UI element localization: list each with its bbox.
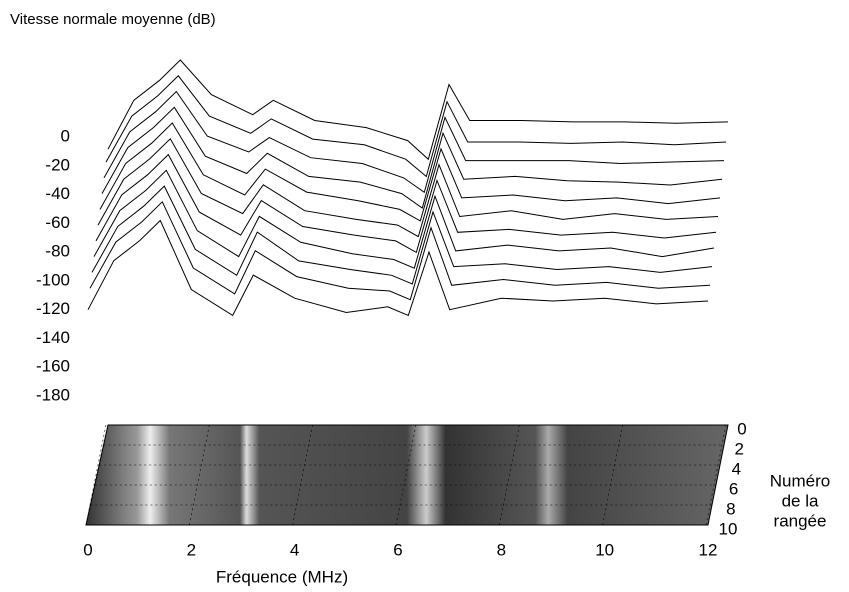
x-axis-label: Fréquence (MHz) [216, 567, 348, 586]
heatmap-plane [85, 424, 729, 526]
row-tick-label: 0 [737, 419, 746, 438]
z-tick-label: -120 [36, 299, 70, 318]
grid-line [189, 424, 210, 526]
x-tick-label: 12 [699, 540, 718, 559]
series-line [107, 59, 729, 161]
z-tick-label: -20 [45, 155, 70, 174]
z-tick-label: -40 [45, 184, 70, 203]
row-tick-label: 10 [719, 519, 738, 538]
chart-title: Vitesse normale moyenne (dB) [10, 11, 216, 28]
grid-line [705, 424, 727, 526]
series-line [87, 219, 709, 317]
series-line [105, 75, 727, 178]
row-tick-label: 6 [729, 479, 738, 498]
z-tick-label: -100 [36, 270, 70, 289]
row-axis-label: de la [782, 491, 819, 510]
x-tick-label: 8 [497, 540, 506, 559]
row-tick-label: 8 [726, 499, 735, 518]
grid-line [395, 424, 417, 526]
z-tick-label: 0 [61, 126, 70, 145]
z-tick-label: -80 [45, 242, 70, 261]
series-line [97, 137, 719, 238]
x-tick-label: 6 [393, 540, 402, 559]
grid-line [602, 424, 623, 526]
grid-line [292, 424, 313, 526]
series-line [95, 153, 717, 254]
row-tick-label: 4 [732, 459, 741, 478]
z-tick-label: -160 [36, 357, 70, 376]
z-tick-label: -180 [36, 385, 70, 404]
series-line [101, 106, 723, 209]
x-tick-label: 4 [290, 540, 299, 559]
series-line [99, 122, 721, 222]
x-tick-label: 0 [83, 540, 92, 559]
z-tick-label: -60 [45, 213, 70, 232]
series-line [91, 185, 713, 285]
series-line [93, 169, 715, 269]
row-tick-label: 2 [734, 439, 743, 458]
curves [87, 59, 729, 317]
x-tick-label: 10 [595, 540, 614, 559]
row-axis-label: rangée [774, 511, 827, 530]
grid-line [499, 424, 520, 526]
grid-line [85, 424, 107, 526]
series-line [103, 90, 725, 194]
z-tick-label: -140 [36, 328, 70, 347]
row-axis-label: Numéro [770, 471, 830, 490]
x-tick-label: 2 [187, 540, 196, 559]
series-line [89, 200, 711, 301]
